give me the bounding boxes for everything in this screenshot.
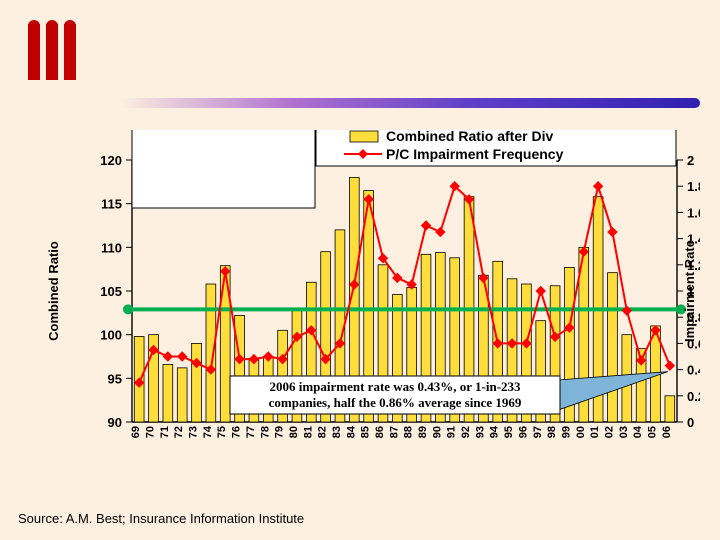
svg-text:97: 97 xyxy=(532,426,544,438)
svg-text:00: 00 xyxy=(575,426,587,438)
svg-text:87: 87 xyxy=(388,426,400,438)
svg-text:03: 03 xyxy=(618,426,630,438)
svg-text:1.6: 1.6 xyxy=(687,205,700,220)
source-citation: Source: A.M. Best; Insurance Information… xyxy=(18,511,304,526)
svg-text:94: 94 xyxy=(489,425,501,438)
svg-text:04: 04 xyxy=(632,425,644,438)
svg-text:83: 83 xyxy=(331,426,343,438)
svg-text:84: 84 xyxy=(345,425,357,438)
svg-text:98: 98 xyxy=(546,426,558,438)
svg-text:Impairment Rate: Impairment Rate xyxy=(682,240,697,342)
svg-text:86: 86 xyxy=(374,426,386,438)
svg-text:0.4: 0.4 xyxy=(687,363,700,378)
svg-text:72: 72 xyxy=(173,426,185,438)
svg-text:P/C Impairment Frequency: P/C Impairment Frequency xyxy=(386,146,564,162)
svg-text:Combined Ratio after Div: Combined Ratio after Div xyxy=(386,130,553,144)
svg-text:73: 73 xyxy=(188,426,200,438)
svg-text:99: 99 xyxy=(560,426,572,438)
svg-text:92: 92 xyxy=(460,426,472,438)
svg-text:70: 70 xyxy=(145,426,157,438)
svg-text:105: 105 xyxy=(100,284,122,299)
svg-text:96: 96 xyxy=(517,426,529,438)
svg-text:81: 81 xyxy=(302,426,314,438)
svg-text:77: 77 xyxy=(245,426,257,438)
svg-text:90: 90 xyxy=(431,426,443,438)
svg-text:74: 74 xyxy=(202,425,214,438)
svg-text:80: 80 xyxy=(288,426,300,438)
svg-text:06: 06 xyxy=(661,426,673,438)
svg-text:82: 82 xyxy=(317,426,329,438)
combo-chart: 909510010511011512000.20.40.60.811.21.41… xyxy=(40,130,700,480)
svg-text:85: 85 xyxy=(360,426,372,438)
svg-text:02: 02 xyxy=(603,426,615,438)
svg-text:2: 2 xyxy=(687,153,694,168)
svg-text:69: 69 xyxy=(130,426,142,438)
svg-text:90: 90 xyxy=(108,415,122,430)
iii-logo xyxy=(28,24,76,74)
svg-text:93: 93 xyxy=(474,426,486,438)
svg-text:78: 78 xyxy=(259,426,271,438)
svg-text:120: 120 xyxy=(100,153,122,168)
svg-text:100: 100 xyxy=(100,328,122,343)
svg-text:88: 88 xyxy=(403,426,415,438)
header-gradient-bar xyxy=(120,98,700,108)
svg-text:0.2: 0.2 xyxy=(687,389,700,404)
svg-text:79: 79 xyxy=(274,426,286,438)
svg-text:1.8: 1.8 xyxy=(687,179,700,194)
svg-text:01: 01 xyxy=(589,426,601,438)
svg-text:75: 75 xyxy=(216,426,228,438)
svg-text:95: 95 xyxy=(108,371,122,386)
svg-text:115: 115 xyxy=(101,197,122,212)
svg-text:95: 95 xyxy=(503,426,515,438)
svg-text:0: 0 xyxy=(687,415,694,430)
svg-text:89: 89 xyxy=(417,426,429,438)
svg-text:91: 91 xyxy=(446,426,458,438)
svg-text:05: 05 xyxy=(646,426,658,438)
svg-text:71: 71 xyxy=(159,426,171,438)
svg-text:companies, half the 0.86% aver: companies, half the 0.86% average since … xyxy=(269,395,522,410)
svg-text:2006 impairment rate was 0.43%: 2006 impairment rate was 0.43%, or 1-in-… xyxy=(269,379,521,394)
svg-text:Combined Ratio: Combined Ratio xyxy=(46,241,61,341)
svg-text:110: 110 xyxy=(101,240,122,255)
svg-text:76: 76 xyxy=(231,426,243,438)
